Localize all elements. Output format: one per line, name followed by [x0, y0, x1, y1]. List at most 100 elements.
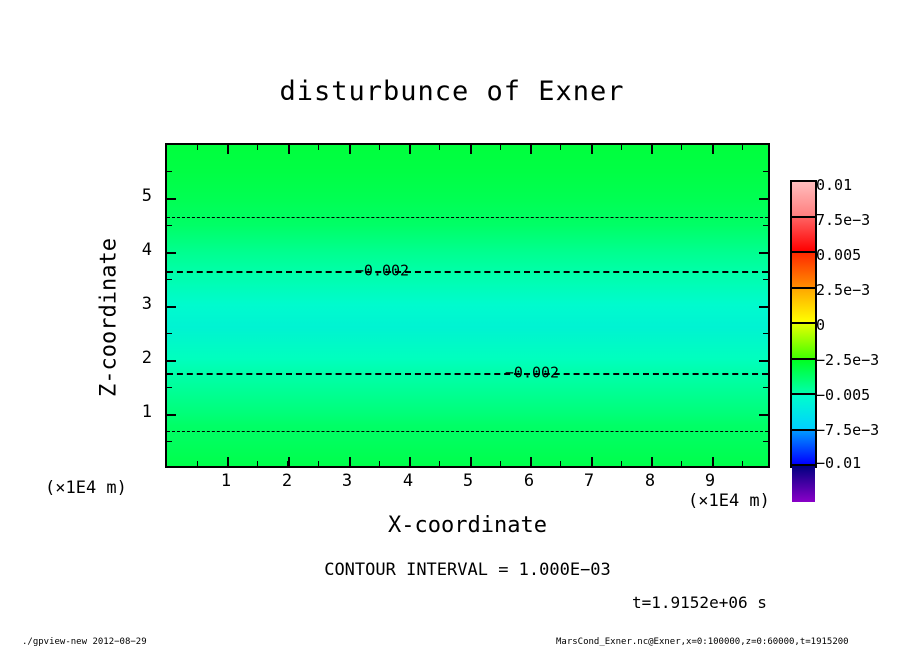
x-tick-label: 4 [402, 471, 414, 491]
colorbar-band [792, 430, 815, 466]
x-tick-label: 3 [341, 471, 353, 491]
contour-line [167, 271, 768, 273]
contour-line [167, 373, 768, 375]
colorbar-band [792, 466, 815, 502]
y-tick-minor-right [763, 171, 768, 172]
y-tick-label: 5 [141, 186, 152, 206]
y-tick-minor [167, 387, 172, 388]
colorbar-band [792, 359, 815, 395]
x-tick-major-top [651, 145, 653, 154]
y-tick-minor-right [763, 333, 768, 334]
x-tick-major [530, 457, 532, 466]
x-tick-minor [681, 461, 682, 466]
x-tick-major-top [409, 145, 411, 154]
y-tick-major-right [759, 414, 768, 416]
colorbar-tick-label: 7.5e−3 [816, 211, 871, 229]
y-tick-major-right [759, 360, 768, 362]
x-tick-major-top [288, 145, 290, 154]
x-tick-label: 9 [704, 471, 716, 491]
x-tick-minor-top [500, 145, 501, 150]
y-tick-major-right [759, 198, 768, 200]
x-tick-major [349, 457, 351, 466]
colorbar-tick-label: 0.005 [816, 246, 862, 264]
contour-field [167, 145, 768, 466]
footer-source: MarsCond_Exner.nc@Exner,x=0:100000,z=0:6… [556, 637, 849, 647]
x-axis-unit-right: (×1E4 m) [688, 491, 770, 511]
x-tick-minor-top [742, 145, 743, 150]
colorbar-tick-label: −7.5e−3 [816, 421, 880, 439]
y-tick-major-right [759, 306, 768, 308]
x-tick-label: 2 [281, 471, 293, 491]
contour-label: −0.002 [354, 261, 410, 280]
y-tick-major [167, 198, 176, 200]
x-tick-minor [560, 461, 561, 466]
x-tick-minor-top [439, 145, 440, 150]
x-tick-minor-top [681, 145, 682, 150]
colorbar-band [792, 288, 815, 324]
x-tick-major [591, 457, 593, 466]
y-tick-major-right [759, 252, 768, 254]
x-tick-major-top [227, 145, 229, 154]
x-tick-label: 7 [583, 471, 595, 491]
y-tick-label: 1 [141, 402, 152, 422]
y-tick-minor [167, 441, 172, 442]
x-tick-major [470, 457, 472, 466]
contour-label: −0.002 [504, 363, 560, 382]
contour-interval-note: CONTOUR INTERVAL = 1.000E−03 [324, 560, 611, 580]
x-tick-minor [318, 461, 319, 466]
x-tick-major-top [591, 145, 593, 154]
x-tick-major [288, 457, 290, 466]
x-tick-minor-top [560, 145, 561, 150]
colorbar-tick-label: 0.01 [816, 176, 853, 194]
x-tick-minor [379, 461, 380, 466]
x-tick-minor [439, 461, 440, 466]
footer-command: ./gpview-new 2012−08−29 [22, 637, 147, 647]
x-tick-minor-top [379, 145, 380, 150]
x-tick-major-top [712, 145, 714, 154]
x-tick-major-top [349, 145, 351, 154]
y-tick-minor-right [763, 225, 768, 226]
x-tick-major [712, 457, 714, 466]
colorbar-band [792, 324, 815, 360]
y-tick-minor [167, 225, 172, 226]
y-tick-minor [167, 279, 172, 280]
colorbar-tick-label: −2.5e−3 [816, 351, 880, 369]
y-tick-major [167, 414, 176, 416]
colorbar-tick-label: 0 [816, 316, 826, 334]
x-tick-minor-top [197, 145, 198, 150]
x-tick-minor [287, 461, 288, 466]
contour-line [167, 431, 768, 432]
colorbar-band [792, 395, 815, 431]
x-tick-label: 8 [644, 471, 656, 491]
y-tick-minor-right [763, 441, 768, 442]
x-tick-minor [257, 461, 258, 466]
x-tick-major [227, 457, 229, 466]
y-tick-minor [167, 333, 172, 334]
colorbar-tick-label: 2.5e−3 [816, 281, 871, 299]
x-tick-label: 1 [220, 471, 232, 491]
colorbar [790, 180, 817, 502]
x-axis-unit-left: (×1E4 m) [45, 478, 127, 498]
colorbar-band [792, 182, 815, 218]
x-tick-minor-top [318, 145, 319, 150]
x-tick-label: 6 [523, 471, 535, 491]
x-tick-label: 5 [462, 471, 474, 491]
y-tick-minor-right [763, 279, 768, 280]
y-tick-major [167, 360, 176, 362]
colorbar-band [792, 253, 815, 289]
x-tick-major-top [470, 145, 472, 154]
y-tick-major [167, 252, 176, 254]
plot-area: −0.002 −0.002 [165, 143, 770, 468]
x-axis-title: X-coordinate [388, 513, 547, 538]
page-title: disturbunce of Exner [279, 76, 625, 107]
x-tick-minor [621, 461, 622, 466]
y-tick-label: 4 [141, 240, 152, 260]
x-tick-minor-top [621, 145, 622, 150]
colorbar-tick-label: −0.01 [816, 454, 862, 472]
contour-line [167, 217, 768, 218]
x-tick-major [409, 457, 411, 466]
y-tick-minor [167, 171, 172, 172]
x-tick-major [651, 457, 653, 466]
colorbar-band [792, 217, 815, 253]
